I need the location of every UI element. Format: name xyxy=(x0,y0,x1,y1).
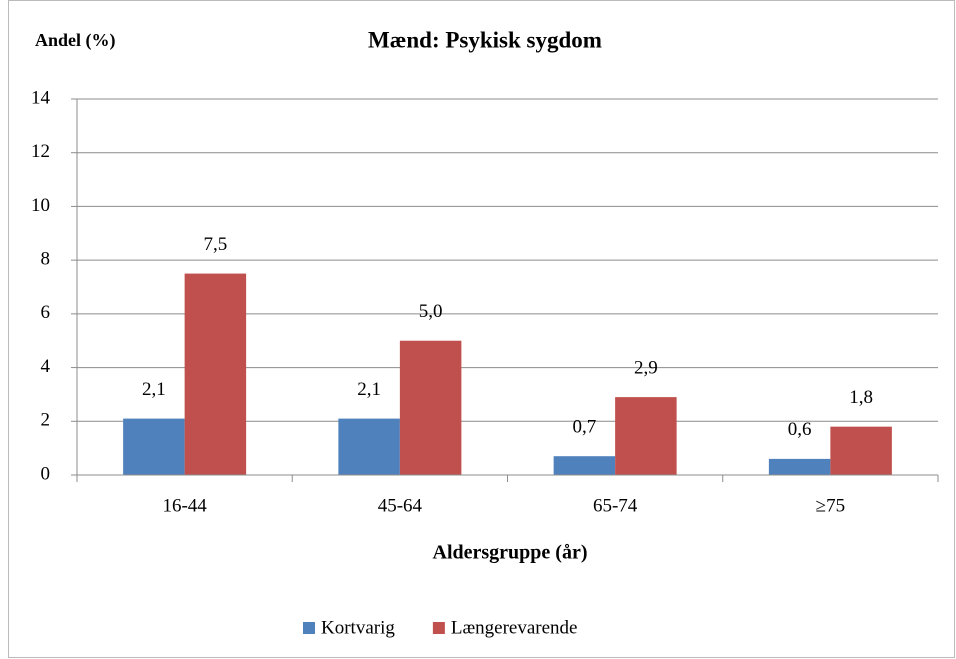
x-tick-label: ≥75 xyxy=(816,495,845,516)
data-label: 1,8 xyxy=(849,387,873,408)
bar xyxy=(184,273,247,475)
chart-title: Mænd: Psykisk sygdom xyxy=(368,27,602,52)
data-label: 2,1 xyxy=(142,379,166,400)
y-tick-label: 0 xyxy=(41,463,51,484)
legend-label: Længerevarende xyxy=(451,617,578,638)
data-label: 5,0 xyxy=(419,301,443,322)
bar xyxy=(615,397,677,475)
data-label: 0,7 xyxy=(573,417,597,438)
data-label: 7,5 xyxy=(204,234,228,255)
y-tick-label: 2 xyxy=(41,410,51,431)
chart-frame xyxy=(8,0,955,658)
bar xyxy=(338,418,400,475)
data-label: 2,1 xyxy=(357,379,381,400)
bar xyxy=(399,340,462,475)
data-label: 2,9 xyxy=(634,357,658,378)
bar xyxy=(768,458,831,475)
bar xyxy=(830,426,892,475)
x-tick-label: 65-74 xyxy=(593,495,638,516)
y-tick-label: 12 xyxy=(31,141,50,162)
bar xyxy=(123,418,185,475)
y-tick-label: 10 xyxy=(31,195,50,216)
legend-label: Kortvarig xyxy=(321,617,395,638)
x-tick-label: 45-64 xyxy=(378,495,423,516)
y-tick-label: 6 xyxy=(41,302,51,323)
bar xyxy=(553,456,616,475)
x-tick-label: 16-44 xyxy=(162,495,207,516)
legend-swatch xyxy=(303,622,315,634)
x-axis-label: Aldersgruppe (år) xyxy=(433,542,588,564)
y-tick-label: 14 xyxy=(31,87,51,108)
y-tick-label: 4 xyxy=(41,356,51,377)
y-tick-label: 8 xyxy=(41,249,51,270)
data-label: 0,6 xyxy=(788,419,812,440)
legend-swatch xyxy=(432,622,445,634)
y-axis-label: Andel (%) xyxy=(35,30,116,51)
